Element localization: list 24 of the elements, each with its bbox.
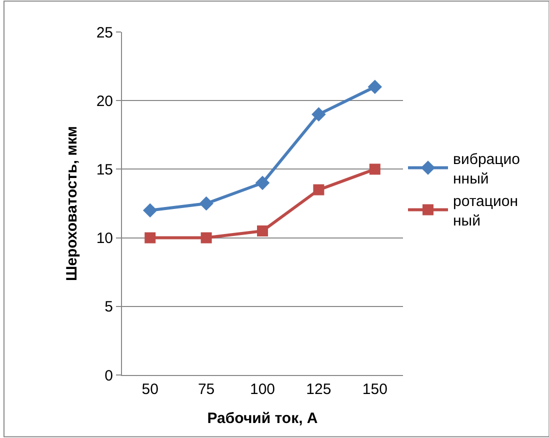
point (257, 225, 268, 236)
point (369, 164, 380, 175)
x-tick-label: 125 (306, 381, 332, 398)
point (199, 196, 214, 211)
point (255, 176, 270, 190)
y-tick-label: 10 (96, 230, 113, 248)
x-axis-title: Рабочий ток, А (207, 410, 318, 427)
y-tick-label: 20 (96, 92, 113, 110)
point (144, 232, 156, 244)
x-tick-label: 150 (362, 381, 388, 398)
x-tick-label: 50 (142, 381, 158, 398)
y-tick-label: 0 (104, 367, 113, 384)
y-tick-label: 5 (104, 298, 113, 316)
point (200, 232, 212, 244)
y-axis-title: Шероховатость, мкм (64, 126, 81, 281)
y-tick-label: 15 (96, 161, 113, 178)
y-tick-label: 25 (96, 24, 113, 42)
point (368, 80, 382, 94)
point (142, 203, 158, 218)
point (313, 184, 324, 196)
x-tick-label: 75 (198, 381, 215, 398)
x-tick-label: 100 (250, 381, 276, 398)
point (312, 107, 326, 122)
legend-label: ротационный (453, 192, 518, 230)
